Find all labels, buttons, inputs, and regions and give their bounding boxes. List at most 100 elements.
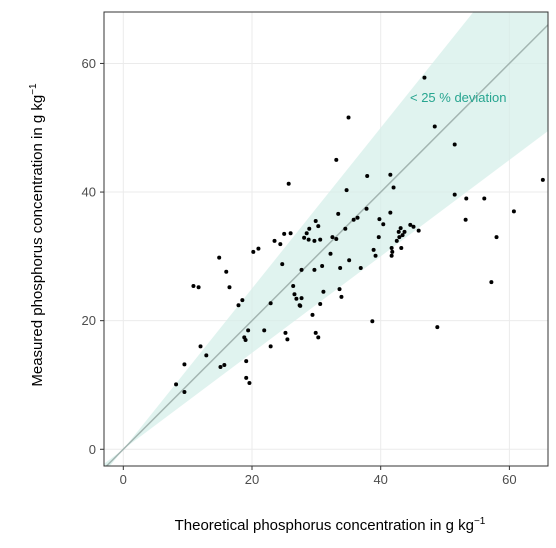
point	[318, 301, 323, 306]
point	[328, 251, 333, 256]
point	[246, 328, 251, 333]
x-tick-label: 40	[373, 472, 387, 487]
point	[196, 285, 201, 290]
point	[330, 235, 335, 240]
point	[338, 265, 343, 270]
point	[244, 375, 249, 380]
point	[355, 215, 360, 220]
point	[511, 209, 516, 214]
point	[346, 115, 351, 120]
y-tick-label: 60	[82, 56, 96, 71]
point	[307, 226, 312, 231]
point	[306, 237, 311, 242]
point	[240, 298, 245, 303]
point	[227, 285, 232, 290]
point	[376, 235, 381, 240]
point	[313, 330, 318, 335]
point	[464, 196, 469, 201]
x-tick-label: 0	[120, 472, 127, 487]
y-tick-label: 20	[82, 313, 96, 328]
point	[278, 242, 283, 247]
point	[452, 142, 457, 147]
point	[198, 344, 203, 349]
point	[302, 235, 307, 240]
point	[389, 253, 394, 258]
point	[280, 262, 285, 267]
point	[334, 157, 339, 162]
point	[390, 249, 395, 254]
axes: 0 20 40 60 0 20 40 60	[82, 56, 517, 487]
point	[292, 292, 297, 297]
point	[299, 267, 304, 272]
point	[489, 280, 494, 285]
point	[318, 237, 323, 242]
point	[391, 185, 396, 190]
point	[334, 237, 339, 241]
point	[312, 267, 317, 272]
point	[482, 196, 487, 201]
point	[400, 233, 405, 238]
point	[364, 206, 369, 211]
point	[247, 381, 252, 386]
point	[236, 303, 241, 308]
point	[344, 188, 349, 193]
point	[298, 303, 303, 308]
point	[283, 330, 288, 335]
deviation-band	[104, 12, 548, 466]
y-axis-title: Measured phosphorus concentration in g k…	[28, 83, 46, 387]
point	[217, 255, 222, 260]
point	[399, 246, 404, 251]
x-axis-title-sup: −1	[474, 516, 486, 527]
identity-line	[105, 24, 548, 466]
point	[343, 226, 348, 231]
band-group	[104, 12, 548, 466]
point	[388, 210, 393, 215]
point	[256, 246, 261, 251]
point	[347, 258, 352, 263]
point	[408, 222, 413, 227]
point	[222, 363, 227, 368]
point	[316, 224, 321, 229]
point	[316, 335, 321, 340]
point	[191, 283, 196, 288]
point	[435, 325, 440, 330]
point	[432, 124, 437, 129]
point	[218, 364, 223, 369]
x-axis-title-text: Theoretical phosphorus concentration in …	[175, 517, 474, 534]
point	[244, 359, 249, 364]
point	[286, 181, 291, 186]
point	[389, 246, 394, 251]
point	[262, 328, 267, 333]
point	[416, 228, 421, 233]
point	[388, 172, 393, 177]
point	[285, 337, 290, 342]
point	[288, 231, 293, 236]
point	[402, 229, 407, 234]
x-tick-label: 20	[245, 472, 259, 487]
point	[291, 283, 296, 288]
point	[396, 229, 401, 234]
point	[282, 231, 287, 236]
x-tick-label: 60	[502, 472, 516, 487]
y-tick-label: 0	[89, 442, 96, 457]
point	[242, 335, 247, 340]
point	[299, 296, 304, 301]
point	[371, 247, 376, 252]
point	[182, 390, 187, 395]
point	[351, 217, 356, 222]
point	[304, 231, 309, 236]
point	[337, 287, 342, 292]
point	[411, 224, 416, 229]
x-axis-title: Theoretical phosphorus concentration in …	[175, 516, 486, 534]
point	[204, 353, 209, 358]
point	[268, 344, 273, 349]
annotation: < 25 % deviation	[410, 90, 506, 105]
point	[422, 75, 427, 80]
y-tick-label: 40	[82, 185, 96, 200]
point	[394, 238, 399, 243]
point	[182, 362, 187, 367]
point	[494, 235, 499, 240]
point	[377, 217, 382, 222]
point	[358, 265, 363, 270]
